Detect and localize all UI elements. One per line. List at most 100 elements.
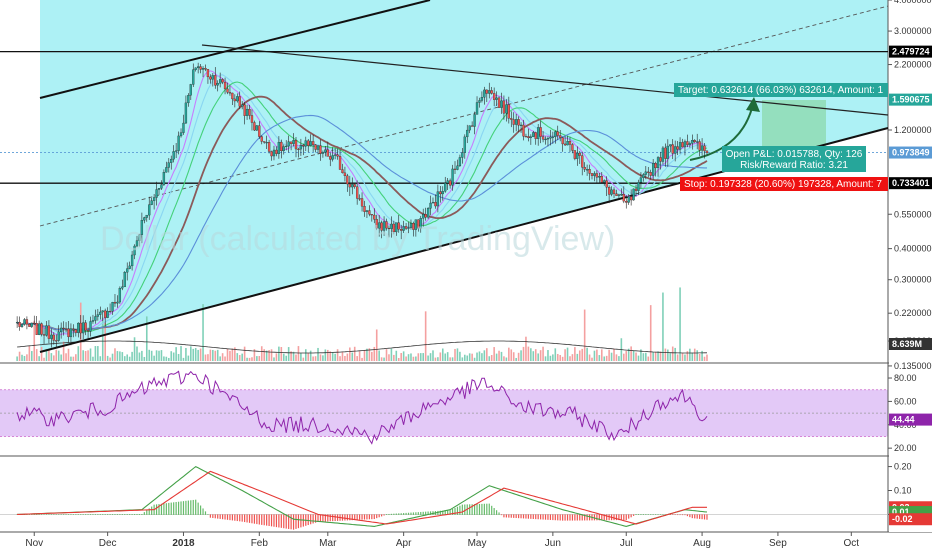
candle-body — [495, 97, 498, 100]
macd-histogram-bar — [180, 501, 182, 515]
moving-average-line — [16, 95, 708, 331]
volume-bar — [667, 349, 669, 361]
volume-bar — [674, 347, 676, 361]
volume-bar — [640, 349, 642, 361]
candle-body — [226, 88, 229, 93]
candle-body — [248, 108, 251, 116]
volume-bar — [192, 348, 195, 361]
candle-body — [612, 189, 616, 194]
volume-bar — [473, 357, 476, 361]
volume-bar — [395, 350, 398, 361]
candle-body — [561, 137, 564, 145]
volume-bar — [588, 354, 591, 361]
candle-body — [678, 142, 682, 150]
volume-bar — [393, 354, 395, 361]
volume-bar — [561, 356, 564, 361]
macd-value-tag-bg — [889, 513, 932, 526]
macd-tick-label: 0.20 — [894, 462, 912, 472]
macd-histogram-bar — [346, 514, 348, 521]
macd-histogram-bar — [581, 514, 583, 521]
macd-histogram-bar — [114, 514, 116, 515]
volume-bar — [598, 355, 601, 361]
volume-bar — [87, 350, 89, 361]
candle-body — [497, 97, 501, 108]
candle-body — [441, 191, 444, 195]
volume-bar — [48, 349, 50, 361]
candle-body — [529, 136, 532, 139]
volume-bar — [226, 348, 229, 361]
rsi-tick-label: 20.00 — [894, 443, 917, 453]
volume-bar — [527, 346, 530, 361]
macd-histogram-bar — [596, 514, 598, 521]
candle-body — [255, 125, 259, 131]
volume-bar — [141, 350, 143, 361]
candle-body — [82, 322, 85, 334]
macd-histogram-bar — [652, 514, 654, 515]
candle-body — [221, 79, 224, 83]
volume-bar — [199, 348, 202, 361]
volume-bar — [698, 353, 701, 361]
volume-bar — [60, 354, 62, 361]
candle-body — [40, 323, 43, 335]
volume-bar — [525, 336, 527, 361]
macd-histogram-bar — [349, 514, 351, 521]
volume-bar — [419, 353, 422, 361]
volume-bar — [280, 347, 283, 361]
volume-bar — [583, 309, 586, 361]
price-tick-label: 0.550000 — [894, 209, 932, 219]
candle-body — [517, 119, 520, 126]
volume-bar — [463, 354, 466, 361]
macd-histogram-bar — [588, 514, 591, 521]
price-tag-bg — [889, 93, 932, 106]
candlesticks — [15, 62, 709, 349]
candle-body — [617, 194, 621, 196]
volume-bar — [703, 356, 706, 361]
candle-body — [236, 96, 239, 102]
candle-body — [664, 147, 667, 159]
price-tag: 8.639M — [892, 339, 922, 349]
candle-body — [253, 122, 256, 131]
candle-body — [661, 147, 665, 162]
macd-histogram-bar — [564, 514, 566, 521]
macd-histogram-bar — [586, 514, 588, 521]
volume-bar — [109, 357, 111, 361]
rsi-value-tag: 44.44 — [892, 415, 915, 425]
candle-body — [167, 162, 170, 168]
rsi-pane — [0, 370, 888, 445]
candle-body — [123, 272, 126, 288]
candle-body — [500, 100, 503, 108]
volume-bar — [569, 356, 571, 361]
volume-bar — [390, 348, 393, 361]
candle-body — [307, 140, 310, 146]
candle-body — [42, 334, 46, 336]
volume-bar — [314, 356, 317, 361]
macd-histogram-bar — [669, 514, 671, 515]
candle-body — [287, 141, 290, 147]
volume-bar — [684, 354, 686, 361]
candle-body — [324, 149, 327, 153]
volume-bar — [574, 347, 576, 361]
macd-histogram-bar — [574, 514, 576, 521]
volume-bar — [99, 356, 102, 361]
volume-bar — [121, 352, 124, 361]
macd-histogram-bar — [635, 514, 637, 515]
macd-histogram-bar — [473, 504, 476, 515]
volume-bar — [21, 354, 23, 361]
macd-histogram-bar — [190, 500, 192, 515]
candle-body — [194, 67, 197, 70]
candle-body — [89, 321, 92, 332]
candle-body — [505, 104, 508, 114]
macd-histogram-bar — [554, 514, 556, 521]
stop-label-bg — [680, 177, 888, 191]
macd-histogram-bar — [126, 514, 128, 515]
price-tick-label: 0.135000 — [894, 361, 932, 371]
macd-histogram-bar — [38, 514, 40, 515]
candle-body — [277, 141, 281, 154]
candle-body — [343, 172, 347, 177]
candle-body — [187, 95, 190, 104]
volume-bar — [282, 353, 285, 361]
candle-body — [182, 122, 185, 133]
candle-body — [414, 219, 418, 230]
price-tick-label: 1.200000 — [894, 125, 932, 135]
